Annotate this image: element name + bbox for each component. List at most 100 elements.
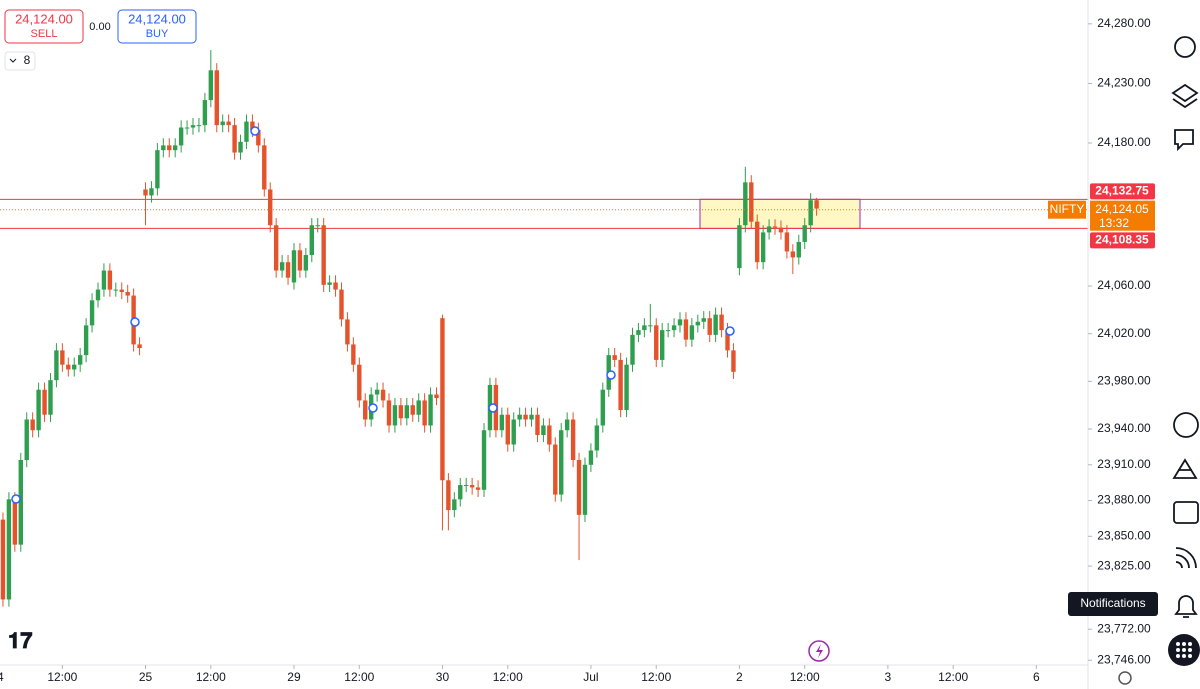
event-marker[interactable] bbox=[368, 403, 378, 413]
candle-body bbox=[125, 291, 130, 296]
candle-body bbox=[612, 355, 617, 360]
layers-icon[interactable] bbox=[1171, 83, 1199, 109]
settings-icon[interactable] bbox=[1118, 671, 1132, 685]
event-marker[interactable] bbox=[488, 403, 498, 413]
candle-body bbox=[386, 400, 392, 426]
event-marker[interactable] bbox=[130, 317, 140, 327]
candle-body bbox=[137, 344, 142, 348]
candle-body bbox=[36, 389, 41, 431]
candle-body bbox=[357, 364, 362, 401]
y-tick-label: 23,880.00 bbox=[1097, 493, 1151, 507]
candle-body bbox=[784, 232, 790, 252]
candle-body bbox=[469, 485, 475, 488]
x-tick-label: 12:00 bbox=[938, 670, 968, 684]
gauge-icon[interactable] bbox=[1173, 412, 1199, 438]
candle-body bbox=[113, 289, 119, 291]
calendar-icon[interactable] bbox=[1173, 501, 1199, 524]
candle-body bbox=[238, 141, 243, 153]
candle-body bbox=[802, 225, 807, 242]
candle-body bbox=[226, 121, 231, 126]
candle-body bbox=[101, 270, 107, 290]
candle-body bbox=[464, 485, 469, 487]
lots: 8 bbox=[24, 53, 31, 67]
candle-body bbox=[636, 330, 641, 335]
candle-body bbox=[262, 145, 267, 190]
candle-body bbox=[766, 226, 772, 233]
candle-body bbox=[172, 145, 178, 151]
candle-body bbox=[624, 364, 629, 410]
y-tick-label: 24,230.00 bbox=[1097, 76, 1151, 90]
candle-body bbox=[594, 425, 600, 451]
candle-body bbox=[814, 200, 819, 209]
candle-body bbox=[309, 225, 314, 256]
event-marker[interactable] bbox=[725, 326, 735, 336]
level-label: 24,108.35 bbox=[1095, 233, 1149, 247]
alarm-icon[interactable] bbox=[1174, 36, 1196, 58]
candle-body bbox=[760, 232, 766, 263]
event-icon[interactable] bbox=[808, 640, 830, 662]
candle-body bbox=[161, 145, 166, 151]
candle-body bbox=[345, 319, 350, 345]
candle-body bbox=[315, 225, 320, 227]
candle-body bbox=[83, 325, 89, 356]
candle-body bbox=[30, 419, 35, 431]
event-marker[interactable] bbox=[250, 126, 260, 136]
candle-body bbox=[77, 355, 83, 365]
candle-body bbox=[654, 325, 659, 360]
candle-body bbox=[297, 250, 303, 271]
candle-body bbox=[564, 419, 570, 431]
buy-price: 24,124.00 bbox=[128, 11, 186, 26]
ideas-icon[interactable] bbox=[1172, 458, 1198, 479]
x-tick-label: 12:00 bbox=[641, 670, 671, 684]
candle-body bbox=[143, 189, 148, 196]
x-tick-label: 12:00 bbox=[196, 670, 226, 684]
candle-body bbox=[321, 225, 326, 285]
lots-box[interactable] bbox=[4, 51, 36, 71]
candle-body bbox=[339, 289, 344, 320]
y-tick-label: 24,020.00 bbox=[1097, 326, 1151, 340]
zone bbox=[699, 198, 861, 229]
candle-body bbox=[440, 318, 445, 481]
candle-body bbox=[582, 464, 588, 515]
y-tick-label: 23,980.00 bbox=[1097, 374, 1151, 388]
candle-body bbox=[535, 414, 540, 435]
candle-body bbox=[446, 480, 451, 511]
x-tick-label: 25 bbox=[139, 670, 153, 684]
candle-body bbox=[208, 70, 214, 101]
candle-body bbox=[719, 314, 724, 331]
candle-body bbox=[398, 405, 404, 419]
last-price-name-tag bbox=[1048, 200, 1086, 219]
level-tag bbox=[1090, 232, 1155, 249]
y-tick-label: 23,850.00 bbox=[1097, 528, 1151, 542]
chat-icon[interactable] bbox=[1174, 129, 1194, 152]
x-tick-label: 12:00 bbox=[493, 670, 523, 684]
last-price-countdown: 13:32 bbox=[1099, 216, 1129, 230]
candle-body bbox=[475, 487, 481, 490]
candle-body bbox=[244, 121, 249, 142]
candle-body bbox=[725, 330, 730, 351]
event-markers bbox=[11, 126, 735, 504]
candle-body bbox=[713, 314, 718, 335]
apps-dots bbox=[1176, 642, 1192, 658]
y-tick-label: 23,940.00 bbox=[1097, 421, 1151, 435]
candle-body bbox=[119, 289, 124, 292]
buy-button[interactable] bbox=[117, 9, 197, 44]
candle-body bbox=[149, 188, 154, 196]
event-icon-bolt bbox=[816, 644, 823, 658]
event-marker[interactable] bbox=[606, 370, 616, 380]
right-toolbar bbox=[1171, 36, 1199, 618]
candle-body bbox=[452, 499, 457, 511]
candle-body bbox=[588, 450, 594, 465]
candle-body bbox=[422, 400, 427, 426]
candle-body bbox=[547, 425, 552, 445]
sell-label: SELL bbox=[31, 28, 58, 40]
bell-icon[interactable] bbox=[1174, 595, 1198, 618]
x-tick-label: 24 bbox=[0, 670, 4, 684]
y-tick-label: 23,746.00 bbox=[1097, 652, 1151, 666]
event-marker[interactable] bbox=[11, 494, 21, 504]
candle-body bbox=[778, 227, 784, 233]
stream-icon[interactable] bbox=[1175, 547, 1197, 569]
y-tick-label: 23,772.00 bbox=[1097, 621, 1151, 635]
candle-body bbox=[250, 121, 255, 130]
sell-button[interactable] bbox=[4, 9, 84, 44]
